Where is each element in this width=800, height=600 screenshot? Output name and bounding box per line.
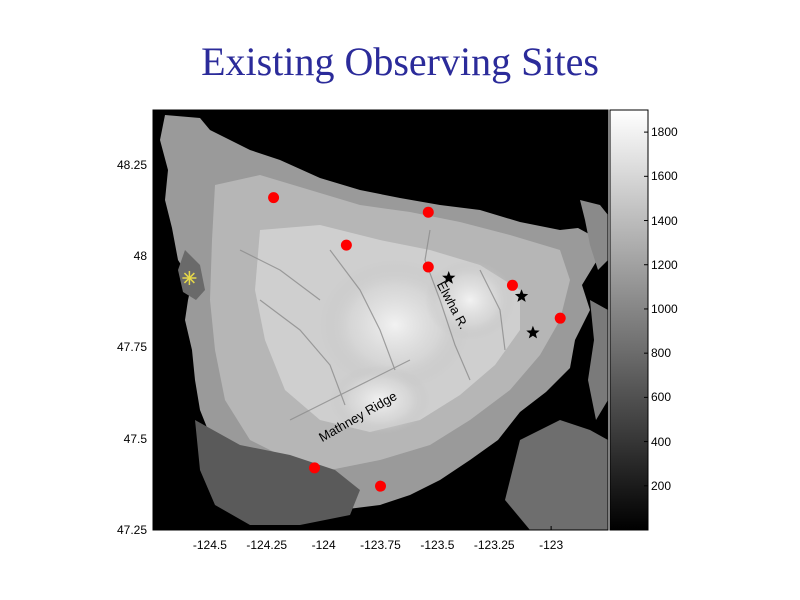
red-sites-layer (268, 192, 566, 492)
red-site-marker (309, 462, 321, 474)
east-land (580, 200, 608, 270)
star-site-marker (526, 325, 540, 339)
y-tick-label: 48.25 (116, 157, 147, 172)
x-tick-label: -123.75 (360, 538, 401, 552)
y-tick-label: 47.25 (116, 523, 147, 537)
asterisk-site-marker (182, 271, 197, 285)
colorbar-tick-label: 1600 (651, 169, 678, 184)
x-tick-label: -124.25 (246, 538, 288, 552)
peak-east (425, 260, 515, 340)
colorbar-ticks (644, 131, 648, 487)
red-site-marker (506, 279, 518, 291)
y-tick-label: 48 (133, 249, 147, 264)
red-site-marker (375, 480, 386, 492)
x-tick-label: -124 (311, 538, 336, 552)
star-site-marker (442, 271, 456, 284)
peak-south (330, 365, 430, 435)
y-tick-label: 47.75 (116, 340, 147, 355)
red-site-marker (340, 239, 352, 251)
colorbar-tick-label: 600 (651, 390, 672, 405)
red-site-marker (268, 192, 280, 204)
east-land-2 (588, 300, 608, 420)
x-tick-label: -124.5 (192, 538, 227, 552)
sw-lowlands (195, 420, 360, 525)
east-land-3 (505, 420, 608, 530)
colorbar-tick-label: 400 (651, 434, 672, 449)
colorbar-tick-label: 1000 (651, 301, 678, 316)
colorbar-tick-label: 1800 (651, 125, 678, 140)
x-tick-label: -123 (539, 538, 564, 552)
colorbar-tick-label: 1400 (651, 213, 678, 228)
star-sites-layer (442, 271, 540, 339)
red-site-marker (422, 206, 434, 218)
y-tick-label: 47.5 (123, 431, 147, 446)
x-tick-label: -123.5 (420, 538, 455, 552)
colorbar-tick-label: 200 (651, 478, 672, 493)
x-tick-label: -123.25 (473, 538, 515, 552)
slide-title: Existing Observing Sites (201, 39, 599, 84)
colorbar-tick-label: 800 (651, 346, 672, 361)
red-site-marker (554, 312, 566, 324)
axis-ticks (153, 164, 552, 531)
colorbar-tick-label: 1200 (651, 257, 678, 272)
asterisk-sites-layer (182, 271, 197, 285)
star-site-marker (514, 289, 529, 302)
red-site-marker (422, 261, 434, 273)
colorbar (609, 109, 649, 531)
